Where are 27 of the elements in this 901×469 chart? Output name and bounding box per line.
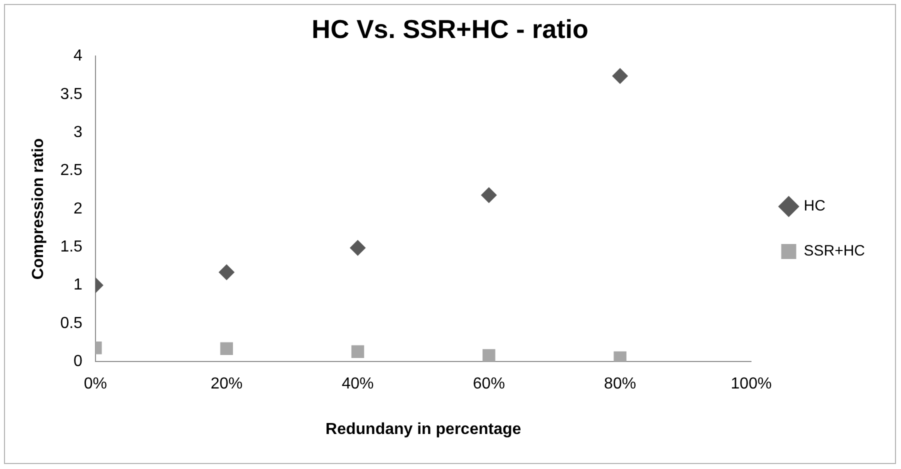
legend-label: HC: [804, 198, 826, 215]
y-tick-label: 2: [74, 200, 83, 218]
y-tick-label: 0.5: [60, 314, 83, 332]
point: [480, 187, 497, 204]
y-tick-label: 2.5: [60, 162, 83, 180]
point: [482, 349, 496, 362]
x-tick-label: 20%: [210, 376, 243, 393]
chart-title: HC Vs. SSR+HC - ratio: [312, 14, 588, 44]
legend-label: SSR+HC: [804, 242, 866, 260]
x-axis-title: Redundany in percentage: [326, 420, 522, 438]
x-tick-label: 100%: [730, 376, 772, 393]
x-tick-label: 60%: [472, 376, 505, 393]
y-tick-label: 1: [74, 276, 83, 294]
y-axis-title: Compression ratio: [30, 138, 48, 280]
x-tick-label: 80%: [604, 376, 636, 393]
y-tick-label: 4: [74, 48, 83, 65]
point: [612, 68, 628, 84]
x-tick-label: 40%: [342, 376, 374, 393]
y-tick-label: 3.5: [60, 86, 83, 103]
point: [351, 345, 364, 358]
point: [220, 342, 233, 355]
point: [350, 240, 366, 256]
x-tick-label: 0%: [84, 376, 108, 393]
y-tick-label: 0: [74, 353, 83, 370]
y-tick-label: 3: [74, 124, 83, 141]
y-tick-label: 1.5: [60, 238, 83, 256]
point: [218, 264, 235, 280]
